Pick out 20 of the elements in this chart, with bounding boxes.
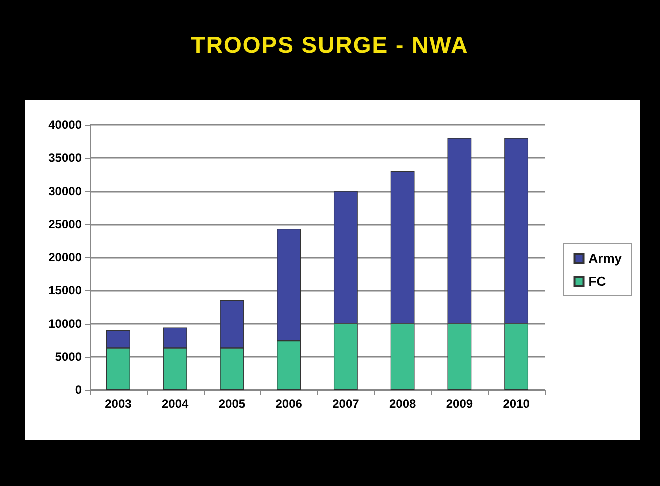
x-tick-label: 2003 xyxy=(105,397,132,411)
y-tick-label: 40000 xyxy=(48,118,82,132)
y-tick-label: 35000 xyxy=(48,151,82,166)
y-tick-label: 5000 xyxy=(55,350,82,364)
legend-label: FC xyxy=(588,274,607,289)
y-tick-label: 20000 xyxy=(48,250,82,264)
x-tick-label: 2009 xyxy=(446,397,474,411)
chart-title: TROOPS SURGE - NWA xyxy=(190,32,470,59)
x-tick-label: 2004 xyxy=(162,397,189,411)
x-tick-label: 2006 xyxy=(276,397,303,411)
x-tick-label: 2007 xyxy=(332,397,360,411)
y-tick-label: 15000 xyxy=(48,284,82,298)
x-tick-label: 2005 xyxy=(218,397,246,411)
y-tick-label: 0 xyxy=(75,383,82,397)
x-tick-label: 2010 xyxy=(503,397,530,411)
y-tick-label: 10000 xyxy=(48,316,82,331)
x-tick-label: 2008 xyxy=(389,397,416,411)
y-tick-label: 25000 xyxy=(48,217,82,232)
y-tick-label: 30000 xyxy=(48,184,82,198)
legend-label: Army xyxy=(588,251,623,266)
